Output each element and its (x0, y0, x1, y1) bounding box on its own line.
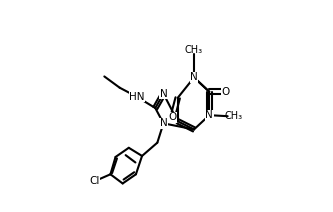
Text: N: N (160, 118, 167, 128)
Text: CH₃: CH₃ (185, 45, 203, 55)
Text: N: N (205, 110, 213, 120)
Text: Cl: Cl (89, 176, 99, 186)
Text: N: N (160, 89, 167, 99)
Text: N: N (190, 73, 198, 82)
Text: HN: HN (129, 92, 145, 102)
Text: O: O (168, 112, 177, 122)
Text: O: O (221, 87, 230, 97)
Text: CH₃: CH₃ (225, 111, 243, 121)
